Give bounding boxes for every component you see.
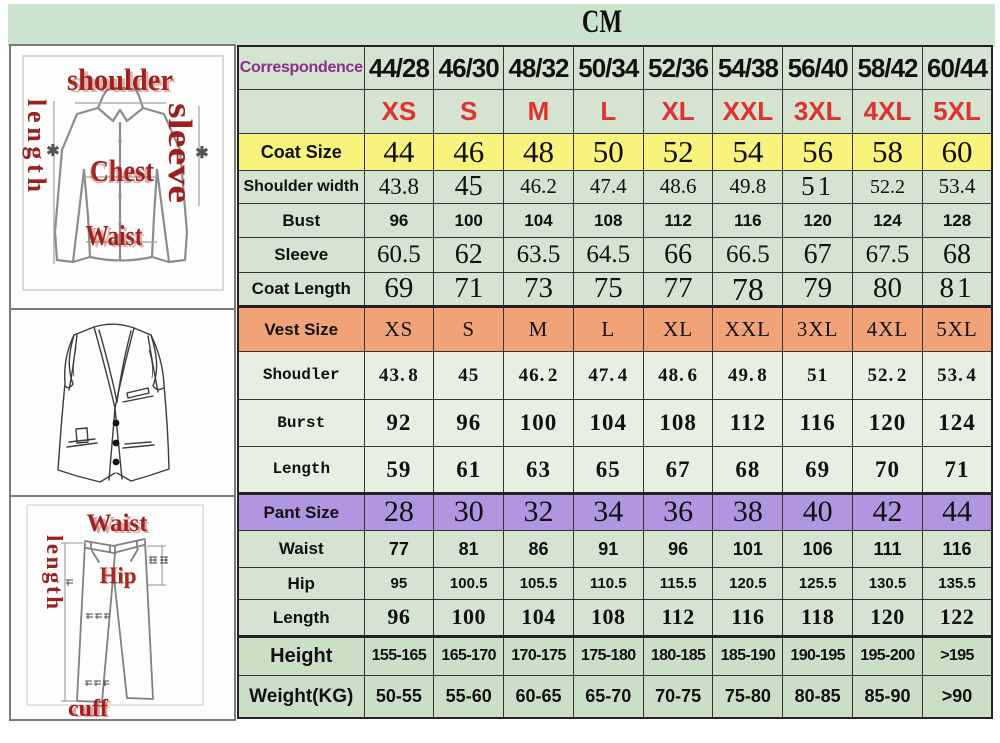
svg-text:Waist: Waist <box>91 513 150 539</box>
svg-text:Hip: Hip <box>99 563 136 588</box>
svg-text:sleeve: sleeve <box>161 103 198 203</box>
svg-text:Waist: Waist <box>86 510 148 537</box>
svg-text:✱: ✱ <box>195 145 208 162</box>
svg-text:Chest: Chest <box>90 153 155 188</box>
svg-text:✱: ✱ <box>46 143 59 160</box>
svg-text:shoulder: shoulder <box>67 62 173 97</box>
svg-text:shoulder: shoulder <box>71 66 175 99</box>
svg-text:length: length <box>42 535 67 609</box>
svg-text:Chest: Chest <box>89 157 151 190</box>
svg-text:Hip: Hip <box>101 564 136 589</box>
svg-text:length: length <box>22 99 51 193</box>
svg-text:cuff: cuff <box>72 697 111 717</box>
svg-text:Waist: Waist <box>90 223 146 254</box>
svg-text:Waist: Waist <box>86 220 143 252</box>
